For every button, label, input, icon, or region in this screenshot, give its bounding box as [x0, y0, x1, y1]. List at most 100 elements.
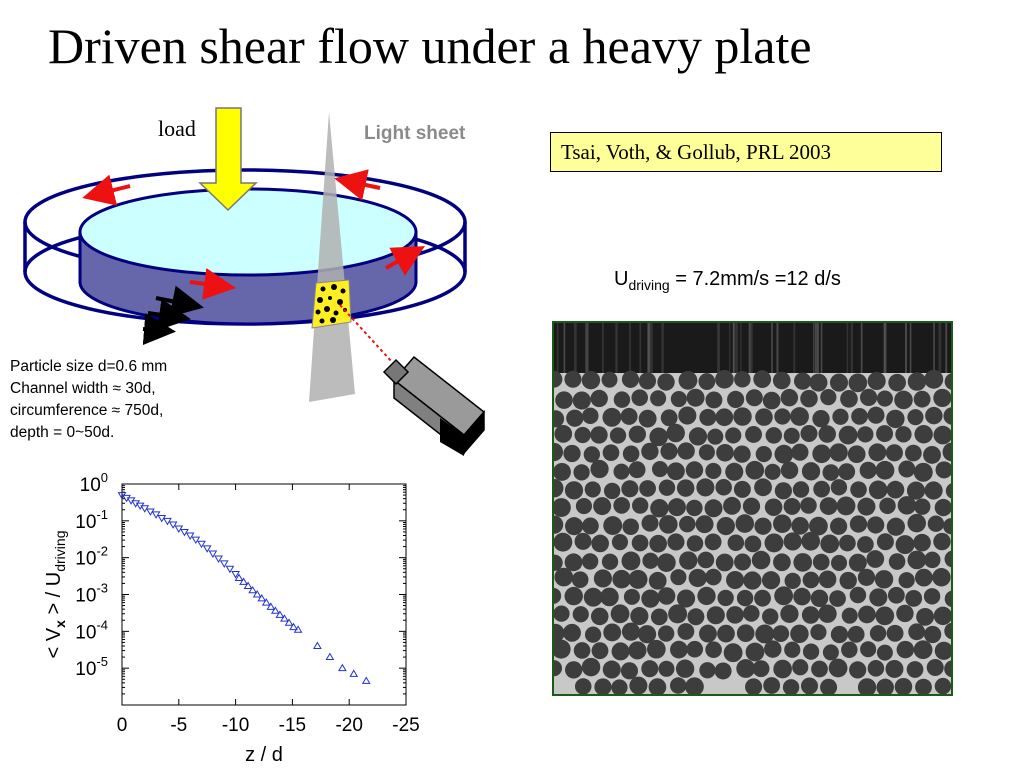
grain: [670, 391, 687, 408]
grain: [573, 464, 590, 481]
data-point: [219, 560, 229, 568]
grain: [869, 625, 887, 642]
grain: [695, 515, 714, 534]
y-tick-label: 100: [80, 470, 108, 496]
grain: [736, 624, 755, 643]
grain: [651, 461, 669, 478]
data-point: [243, 581, 253, 589]
grain: [907, 372, 927, 391]
grain: [868, 443, 887, 462]
grain: [736, 589, 754, 607]
grain: [566, 409, 584, 427]
grain: [554, 442, 564, 462]
x-tick-label: -25: [392, 715, 419, 736]
grain: [715, 479, 732, 496]
grain: [699, 662, 716, 679]
grain: [705, 391, 723, 409]
grain: [857, 678, 877, 694]
data-point: [270, 606, 280, 614]
plate-streak: [750, 323, 753, 373]
grain: [745, 460, 765, 480]
grain: [801, 606, 820, 624]
grain: [613, 497, 630, 514]
plate-streak: [813, 323, 815, 373]
plate-streak: [615, 323, 618, 373]
grain: [866, 550, 885, 568]
grain: [933, 388, 951, 408]
grain: [923, 588, 941, 605]
grain: [820, 534, 840, 554]
plate-streak: [735, 323, 738, 373]
grain: [791, 517, 809, 535]
grain: [933, 606, 951, 626]
grain: [638, 409, 657, 428]
grain: [913, 390, 931, 408]
grain: [668, 604, 688, 624]
data-point: [361, 676, 371, 684]
grain: [762, 391, 781, 410]
grain: [686, 535, 704, 552]
grain: [734, 370, 751, 388]
grain: [725, 462, 744, 481]
grain: [564, 481, 584, 500]
grain: [774, 482, 792, 500]
grain: [564, 586, 583, 606]
camera-icon: [382, 355, 486, 456]
heavy-plate: [78, 187, 418, 326]
grain: [657, 587, 676, 605]
grain: [774, 586, 794, 606]
grain: [907, 513, 926, 533]
grain: [772, 371, 791, 390]
y-tick-label: 10-4: [75, 617, 108, 643]
grain: [762, 608, 779, 625]
grain: [688, 427, 708, 446]
grain: [679, 551, 698, 570]
grain: [754, 589, 771, 607]
parameter-line: Channel width ≈ 30d,: [10, 380, 156, 397]
grain: [554, 498, 571, 518]
data-point: [225, 565, 235, 574]
grain: [906, 661, 924, 678]
grain: [631, 389, 649, 406]
x-tick-label: -10: [222, 715, 249, 736]
grain: [792, 481, 810, 498]
grain: [723, 643, 743, 663]
grain: [764, 463, 781, 480]
grain: [670, 640, 688, 659]
grain: [867, 660, 885, 677]
grain: [649, 534, 667, 553]
grain: [621, 551, 641, 571]
grain: [591, 534, 609, 553]
grain: [763, 677, 781, 694]
grain: [687, 608, 705, 626]
grain: [811, 660, 828, 678]
grain: [905, 444, 922, 462]
grain: [743, 605, 760, 622]
grain: [594, 678, 612, 694]
grain: [829, 517, 848, 535]
grain: [801, 531, 821, 551]
grain: [678, 406, 697, 425]
grain: [554, 605, 570, 622]
grain: [590, 389, 608, 408]
grain: [874, 570, 894, 589]
grain: [913, 533, 931, 552]
grain: [581, 370, 601, 390]
grain: [714, 662, 732, 680]
grain: [704, 499, 723, 518]
grain: [628, 569, 648, 589]
grain: [725, 427, 742, 444]
grain: [571, 571, 589, 588]
grain: [696, 478, 715, 497]
grain: [876, 390, 893, 407]
grain: [790, 624, 809, 644]
grain: [859, 461, 877, 479]
grain: [648, 678, 667, 694]
grain: [836, 496, 856, 516]
light-sheet-label: Light sheet: [364, 123, 466, 144]
grain: [699, 408, 717, 426]
grain: [894, 677, 913, 694]
grain: [783, 427, 800, 444]
grain: [622, 445, 640, 463]
grain: [822, 644, 839, 661]
